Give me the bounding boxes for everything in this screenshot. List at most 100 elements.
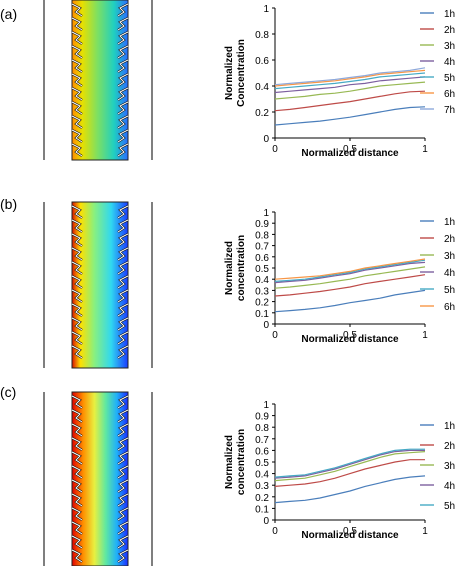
hook-left-highlight <box>71 303 83 317</box>
series-line-2h <box>274 459 425 487</box>
y-axis-label: Normalized <box>224 435 235 489</box>
series-line-4h <box>274 261 426 284</box>
hook-right-highlight <box>117 143 129 157</box>
series-line-2h <box>274 90 426 112</box>
x-axis-label: Normalized distance <box>301 530 399 541</box>
series-line-1h <box>274 475 426 504</box>
hook-left-highlight <box>71 45 83 59</box>
series-line-3h <box>274 81 426 100</box>
y-tick-label: 1 <box>263 4 269 15</box>
hook-left-highlight <box>71 451 83 465</box>
hook-right-highlight <box>117 45 129 59</box>
hook-left-highlight <box>71 437 83 451</box>
y-tick-label: 0.7 <box>255 242 269 253</box>
y-tick-label: 0 <box>263 516 269 527</box>
hook-left-highlight <box>71 345 83 359</box>
x-axis-label: Normalized distance <box>301 334 399 345</box>
legend-label: 6h <box>444 302 455 313</box>
hook-right-highlight <box>117 535 129 549</box>
y-tick-label: 1 <box>263 400 269 411</box>
hook-right-highlight <box>117 289 129 303</box>
hook-right-highlight <box>117 451 129 465</box>
hook-right-highlight <box>117 395 129 409</box>
legend-label: 4h <box>444 268 455 279</box>
hook-right-highlight <box>117 31 129 45</box>
legend-label: 5h <box>444 73 455 84</box>
hook-left-highlight <box>71 507 83 521</box>
x-tick-label: 0 <box>272 526 278 537</box>
hook-left-highlight <box>71 521 83 535</box>
panel-label-a: (a) <box>0 6 18 22</box>
y-tick-label: 0.2 <box>255 298 269 309</box>
simulation-image-a <box>43 0 153 161</box>
series-line-1h <box>274 289 426 313</box>
x-tick-label: 0 <box>272 144 278 155</box>
chart-c: 00.10.20.30.40.50.60.70.80.910 0.5 1Normal… <box>224 400 455 541</box>
y-axis-label: concentration <box>236 235 247 301</box>
legend-label: 1h <box>444 421 455 432</box>
hook-left-highlight <box>71 101 83 115</box>
hook-left-highlight <box>71 317 83 331</box>
legend-label: 3h <box>444 461 455 472</box>
legend-label: 1h <box>444 9 455 20</box>
hook-right-highlight <box>117 437 129 451</box>
hook-right-highlight <box>117 247 129 261</box>
legend-label: 5h <box>444 501 455 512</box>
hook-right-highlight <box>117 409 129 423</box>
hook-right-highlight <box>117 73 129 87</box>
series-line-6h <box>274 258 426 280</box>
series-line-5h <box>274 448 425 478</box>
x-tick-label: 1 <box>422 144 428 155</box>
legend-label: 4h <box>444 57 455 68</box>
legend-label: 2h <box>444 441 455 452</box>
x-tick-label: 1 <box>422 330 428 341</box>
hook-left-highlight <box>71 233 83 247</box>
hook-left-highlight <box>71 289 83 303</box>
panel-label-b: (b) <box>0 196 18 212</box>
hook-left-highlight <box>71 205 83 219</box>
hook-right-highlight <box>117 317 129 331</box>
hook-left-highlight <box>71 261 83 275</box>
hook-right-highlight <box>117 345 129 359</box>
hook-right-highlight <box>117 303 129 317</box>
hook-right-highlight <box>117 87 129 101</box>
hook-right-highlight <box>117 275 129 289</box>
y-tick-label: 0.6 <box>255 253 269 264</box>
y-tick-label: 0.1 <box>255 504 269 515</box>
legend-label: 1h <box>444 217 455 228</box>
y-tick-label: 0.3 <box>255 286 269 297</box>
hook-left-highlight <box>71 247 83 261</box>
y-tick-label: 0.7 <box>255 435 269 446</box>
panel-b: (b) 0 0.1 0.2 0.3 0.4 0.5 0.6 0.7 0.8 0.9 1 0 0.5 1 No… <box>0 190 474 378</box>
legend-label: 2h <box>444 234 455 245</box>
legend-label: 3h <box>444 41 455 52</box>
hook-right-highlight <box>117 549 129 563</box>
y-tick-label: 0.8 <box>255 423 269 434</box>
series-line-3h <box>274 451 426 482</box>
chart-b: 00.10.20.30.40.50.60.70.80.910 0.5 1Normal… <box>224 208 455 345</box>
series-line-6h <box>274 69 426 87</box>
series-line-4h <box>274 449 425 479</box>
hook-right-highlight <box>117 205 129 219</box>
concentration-field <box>71 201 129 369</box>
hook-left-highlight <box>71 31 83 45</box>
hook-left-highlight <box>71 143 83 157</box>
y-tick-label: 0.4 <box>255 275 269 286</box>
hook-right-highlight <box>117 129 129 143</box>
panel-a: (a) 0 0.2 0.4 0.6 0.8 1 0 0.5 1 Normalized distan… <box>0 0 474 188</box>
y-axis-label: Normalized <box>224 46 235 100</box>
y-tick-label: 0 <box>263 134 269 145</box>
hook-left-highlight <box>71 219 83 233</box>
y-tick-label: 0.6 <box>255 56 269 67</box>
hook-left-highlight <box>71 59 83 73</box>
hook-left-highlight <box>71 423 83 437</box>
y-axis-label: Concentration <box>236 39 247 107</box>
legend-label: 3h <box>444 251 455 262</box>
x-tick-label: 0.5 <box>343 144 357 155</box>
series-line-3h <box>274 266 426 289</box>
y-tick-label: 0.4 <box>255 82 269 93</box>
hook-left-highlight <box>71 115 83 129</box>
hook-left-highlight <box>71 549 83 563</box>
x-axis-label: Normalized distance <box>301 148 399 159</box>
hook-right-highlight <box>117 507 129 521</box>
